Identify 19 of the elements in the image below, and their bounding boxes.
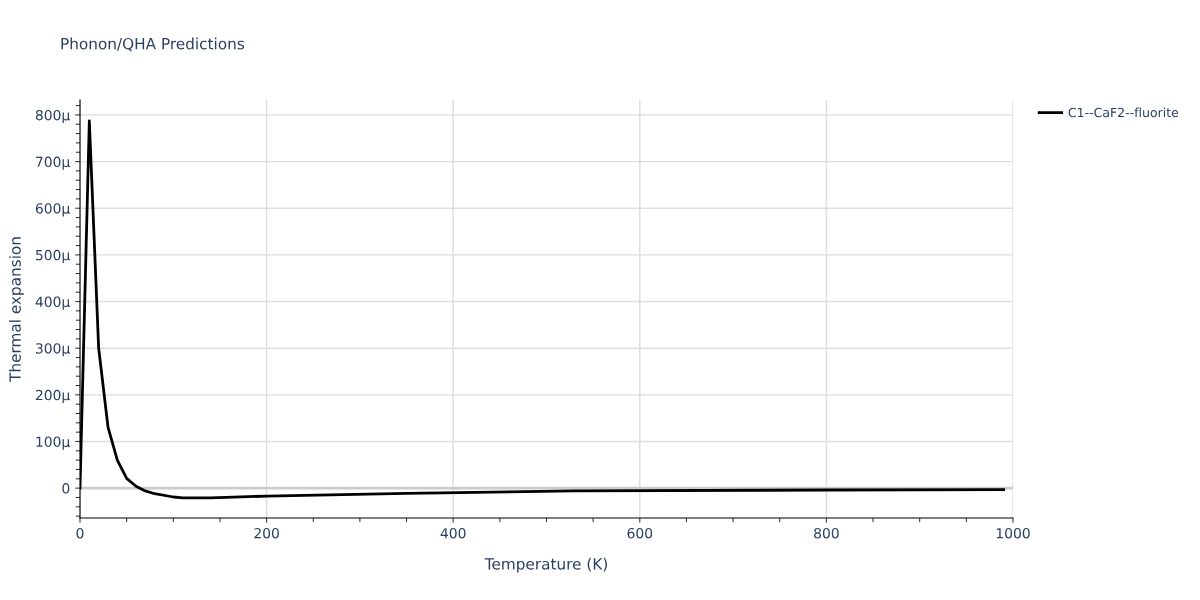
x-tick-label: 0 bbox=[76, 527, 84, 539]
y-tick-label: 500μ bbox=[36, 249, 70, 264]
y-tick-label: 200μ bbox=[35, 389, 70, 403]
x-tick-label: 200 bbox=[254, 527, 279, 539]
y-tick-label: 0 bbox=[62, 483, 70, 494]
y-tick-label: 700μ bbox=[36, 156, 70, 170]
y-tick-label: 800μ bbox=[35, 109, 70, 124]
y-tick-label: 600μ bbox=[35, 203, 70, 217]
x-tick-label: 800 bbox=[814, 527, 839, 539]
y-tick-label: 400μ bbox=[35, 296, 70, 310]
y-tick-label: 100μ bbox=[36, 436, 70, 450]
x-tick-label: 1000 bbox=[996, 527, 1030, 539]
x-axis-title: Temperature (K) bbox=[484, 557, 607, 573]
y-tick-label: 300μ bbox=[35, 343, 70, 357]
legend-label: C1--CaF2--fluorite bbox=[1068, 107, 1179, 118]
chart-title: Phonon/QHA Predictions bbox=[61, 37, 245, 52]
x-tick-label: 400 bbox=[440, 527, 466, 539]
x-tick-label: 600 bbox=[627, 527, 653, 539]
y-axis-title: Thermal expansion bbox=[9, 237, 24, 383]
